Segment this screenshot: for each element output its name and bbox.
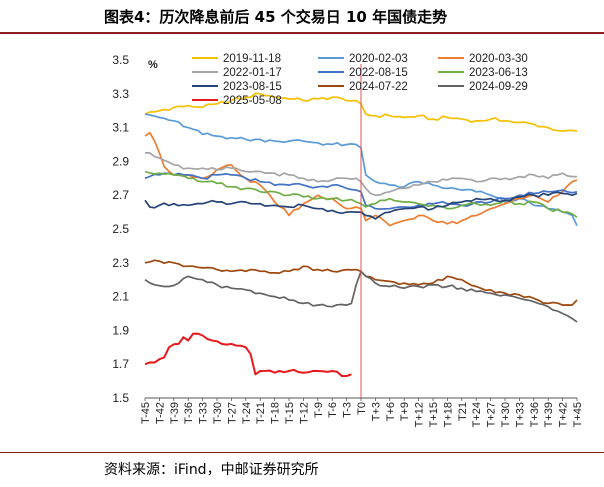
y-axis-unit: % [148,59,158,71]
y-tick-label: 3.3 [112,87,129,101]
x-tick-label: T+39 [543,402,555,427]
y-tick-label: 2.3 [112,256,129,270]
x-tick-label: T-24 [241,402,253,424]
x-tick-label: T+36 [529,402,541,427]
y-tick-label: 2.9 [112,154,129,168]
y-tick-label: 1.9 [112,323,129,337]
x-tick-label: T+15 [428,402,440,427]
y-tick-label: 3.1 [112,121,129,135]
x-tick-label: T+3 [370,402,382,421]
x-tick-label: T-45 [140,402,152,424]
legend-label-2023-06-13: 2023-06-13 [469,67,528,79]
x-tick-label: T+45 [572,402,584,427]
figure-title: 图表4：历次降息前后 45 个交易日 10 年国债走势 [104,8,448,26]
x-tick-label: T-33 [198,402,210,424]
x-tick-label: T-12 [298,402,310,424]
x-tick-label: T-42 [154,402,166,424]
legend-label-2025-05-08: 2025-05-08 [223,95,282,107]
legend-label-2023-08-15: 2023-08-15 [223,81,282,93]
x-tick-label: T-30 [212,402,224,424]
legend-label-2024-09-29: 2024-09-29 [469,81,528,93]
x-tick-label: T-27 [226,402,238,424]
x-tick-label: T+12 [414,402,426,427]
x-tick-label: T-21 [255,402,267,424]
legend-label-2020-02-03: 2020-02-03 [349,53,408,65]
source-bar: 资料来源：iFind，中邮证券研究所 [0,452,604,487]
legend-label-2024-07-22: 2024-07-22 [349,81,408,93]
x-tick-label: T+42 [558,402,570,427]
y-tick-label: 2.5 [112,222,129,236]
legend-label-2019-11-18: 2019-11-18 [223,53,281,65]
y-tick-label: 1.5 [112,391,129,405]
x-tick-label: T-18 [270,402,282,424]
x-tick-label: T+33 [514,402,526,427]
figure-title-bar: 图表4：历次降息前后 45 个交易日 10 年国债走势 [0,0,604,34]
y-tick-label: 3.5 [112,53,129,67]
y-tick-label: 1.7 [112,357,129,371]
y-tick-label: 2.1 [112,290,129,304]
legend-label-2022-01-17: 2022-01-17 [223,67,282,79]
legend-label-2020-03-30: 2020-03-30 [469,53,528,65]
x-tick-label: T+18 [442,402,454,427]
x-tick-label: T0 [356,402,368,415]
x-tick-label: T-3 [342,402,354,418]
x-tick-label: T+6 [385,402,397,421]
x-tick-label: T-39 [169,402,181,424]
series-line-2025-05-08 [144,332,352,377]
x-tick-label: T21 [457,402,469,421]
x-tick-label: T+30 [500,402,512,427]
y-tick-label: 2.7 [112,188,129,202]
legend-label-2022-08-15: 2022-08-15 [349,67,408,79]
x-tick-label: T+9 [399,402,411,421]
x-tick-label: T-9 [313,402,325,418]
x-tick-label: T-6 [327,402,339,418]
source-note: 资料来源：iFind，中邮证券研究所 [104,462,319,478]
x-tick-label: T-36 [183,402,195,424]
x-tick-label: T+24 [471,402,483,427]
x-tick-label: T-15 [284,402,296,424]
x-tick-label: T+27 [486,402,498,427]
